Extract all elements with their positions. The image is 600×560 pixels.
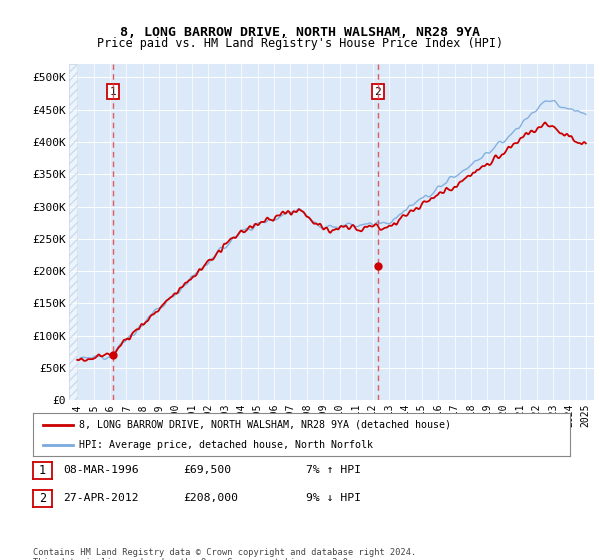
Text: 27-APR-2012: 27-APR-2012 bbox=[63, 493, 139, 503]
Text: HPI: Average price, detached house, North Norfolk: HPI: Average price, detached house, Nort… bbox=[79, 441, 373, 450]
Text: 2: 2 bbox=[374, 87, 381, 96]
Text: 2: 2 bbox=[39, 492, 46, 505]
Text: Price paid vs. HM Land Registry's House Price Index (HPI): Price paid vs. HM Land Registry's House … bbox=[97, 37, 503, 50]
Text: 8, LONG BARROW DRIVE, NORTH WALSHAM, NR28 9YA: 8, LONG BARROW DRIVE, NORTH WALSHAM, NR2… bbox=[120, 26, 480, 39]
Text: 1: 1 bbox=[39, 464, 46, 477]
Text: 1: 1 bbox=[110, 87, 116, 96]
Text: 7% ↑ HPI: 7% ↑ HPI bbox=[306, 465, 361, 475]
Text: Contains HM Land Registry data © Crown copyright and database right 2024.
This d: Contains HM Land Registry data © Crown c… bbox=[33, 548, 416, 560]
Text: £208,000: £208,000 bbox=[183, 493, 238, 503]
Text: £69,500: £69,500 bbox=[183, 465, 231, 475]
Text: 8, LONG BARROW DRIVE, NORTH WALSHAM, NR28 9YA (detached house): 8, LONG BARROW DRIVE, NORTH WALSHAM, NR2… bbox=[79, 419, 451, 430]
Text: 9% ↓ HPI: 9% ↓ HPI bbox=[306, 493, 361, 503]
Text: 08-MAR-1996: 08-MAR-1996 bbox=[63, 465, 139, 475]
